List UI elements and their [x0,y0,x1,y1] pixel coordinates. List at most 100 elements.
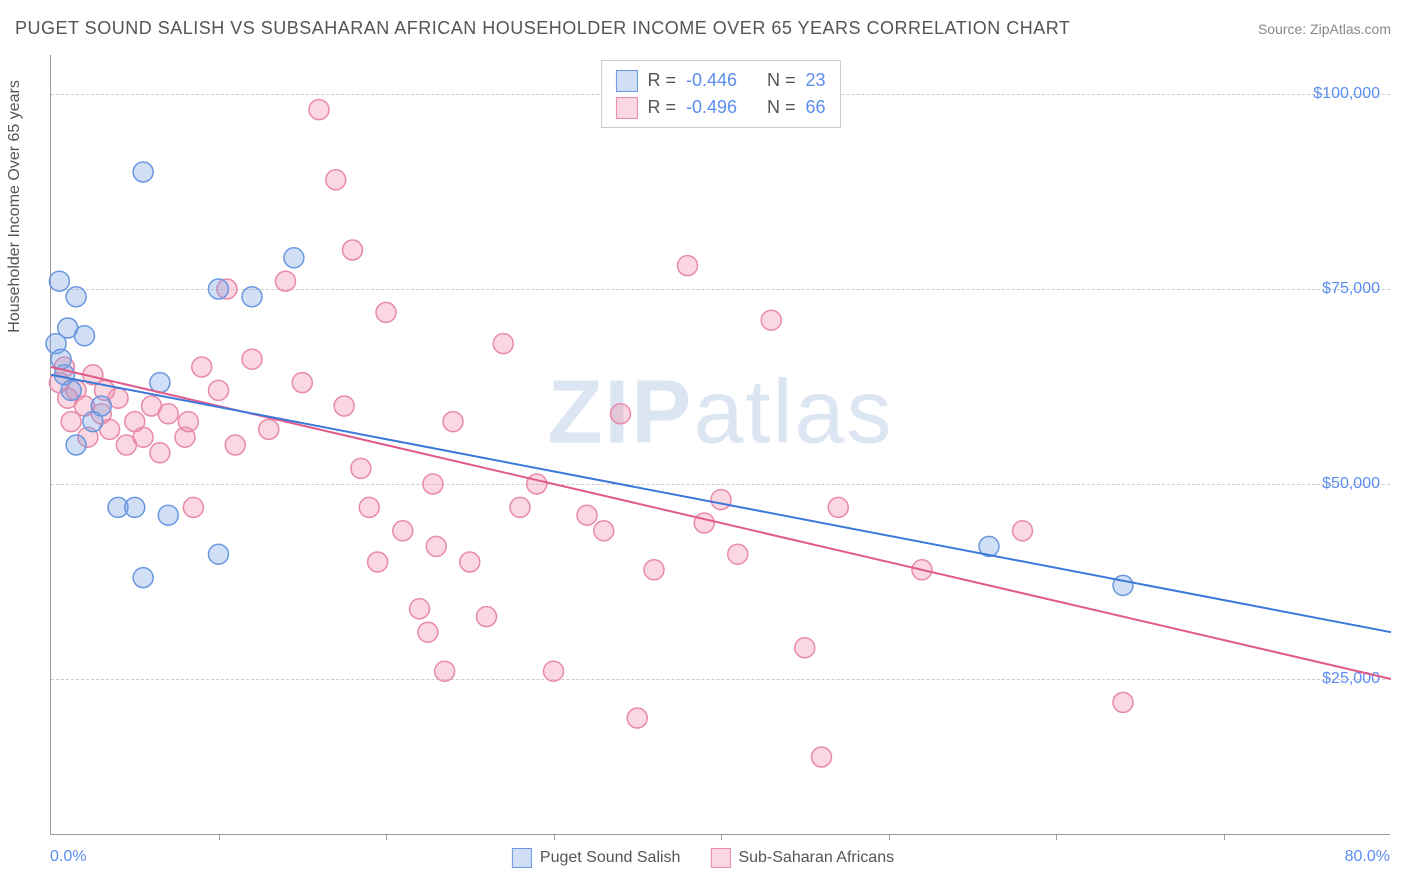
x-tick [889,834,890,840]
scatter-point [611,404,631,424]
scatter-point [209,380,229,400]
scatter-point [493,334,513,354]
scatter-point [1113,692,1133,712]
scatter-point [694,513,714,533]
scatter-point [761,310,781,330]
legend-swatch [710,848,730,868]
scatter-point [242,349,262,369]
scatter-point [225,435,245,455]
legend-item: Sub-Saharan Africans [710,848,894,868]
x-axis-max-label: 80.0% [1345,848,1390,866]
x-tick [219,834,220,840]
source-attribution: Source: ZipAtlas.com [1258,21,1391,37]
scatter-point [178,412,198,432]
scatter-point [418,622,438,642]
x-tick [554,834,555,840]
scatter-point [192,357,212,377]
scatter-point [594,521,614,541]
scatter-point [728,544,748,564]
scatter-point [510,497,530,517]
scatter-point [426,536,446,556]
scatter-point [351,458,371,478]
scatter-point [133,162,153,182]
scatter-point [795,638,815,658]
stats-n-value: 66 [806,94,826,121]
series-legend: Puget Sound Salish Sub-Saharan Africans [512,848,894,868]
stats-row: R = -0.446 N = 23 [615,67,825,94]
stats-r-value: -0.496 [686,94,737,121]
scatter-point [284,248,304,268]
legend-label: Puget Sound Salish [540,849,681,867]
scatter-point [242,287,262,307]
scatter-point [276,271,296,291]
x-axis-min-label: 0.0% [50,848,86,866]
scatter-point [368,552,388,572]
legend-label: Sub-Saharan Africans [738,849,894,867]
stats-r-label: R = [647,94,676,121]
x-tick [1224,834,1225,840]
scatter-point [644,560,664,580]
scatter-point [527,474,547,494]
plot-area: $25,000$50,000$75,000$100,000 ZIPatlas R… [50,55,1390,835]
scatter-point [1013,521,1033,541]
stats-n-label: N = [767,67,796,94]
scatter-point [259,419,279,439]
scatter-point [577,505,597,525]
scatter-point [49,271,69,291]
regression-line [51,375,1391,632]
scatter-point [334,396,354,416]
scatter-point [75,326,95,346]
scatter-point [158,505,178,525]
scatter-point [133,427,153,447]
scatter-point [209,544,229,564]
scatter-point [711,490,731,510]
scatter-point [343,240,363,260]
stats-r-value: -0.446 [686,67,737,94]
title-bar: PUGET SOUND SALISH VS SUBSAHARAN AFRICAN… [15,18,1391,39]
scatter-point [443,412,463,432]
scatter-point [66,287,86,307]
legend-item: Puget Sound Salish [512,848,681,868]
scatter-point [359,497,379,517]
scatter-point [183,497,203,517]
chart-title: PUGET SOUND SALISH VS SUBSAHARAN AFRICAN… [15,18,1070,39]
scatter-point [158,404,178,424]
scatter-point [460,552,480,572]
scatter-point [376,302,396,322]
stats-n-label: N = [767,94,796,121]
scatter-point [326,170,346,190]
scatter-point [627,708,647,728]
scatter-point [544,661,564,681]
legend-swatch [512,848,532,868]
stats-legend: R = -0.446 N = 23 R = -0.496 N = 66 [600,60,840,128]
scatter-point [393,521,413,541]
scatter-point [150,443,170,463]
x-tick [386,834,387,840]
scatter-point [125,497,145,517]
scatter-point [61,412,81,432]
scatter-point [51,349,71,369]
y-axis-title: Householder Income Over 65 years [6,80,24,333]
scatter-point [477,607,497,627]
scatter-point [828,497,848,517]
legend-swatch [615,97,637,119]
x-tick [721,834,722,840]
scatter-point [812,747,832,767]
scatter-point [309,100,329,120]
scatter-point [423,474,443,494]
stats-row: R = -0.496 N = 66 [615,94,825,121]
scatter-point [209,279,229,299]
scatter-point [66,435,86,455]
scatter-point [150,373,170,393]
correlation-chart: PUGET SOUND SALISH VS SUBSAHARAN AFRICAN… [0,0,1406,892]
scatter-point [292,373,312,393]
scatter-point [435,661,455,681]
stats-n-value: 23 [806,67,826,94]
plot-svg [51,55,1390,834]
stats-r-label: R = [647,67,676,94]
scatter-point [83,412,103,432]
x-tick [1056,834,1057,840]
legend-swatch [615,70,637,92]
scatter-point [61,380,81,400]
scatter-point [678,256,698,276]
